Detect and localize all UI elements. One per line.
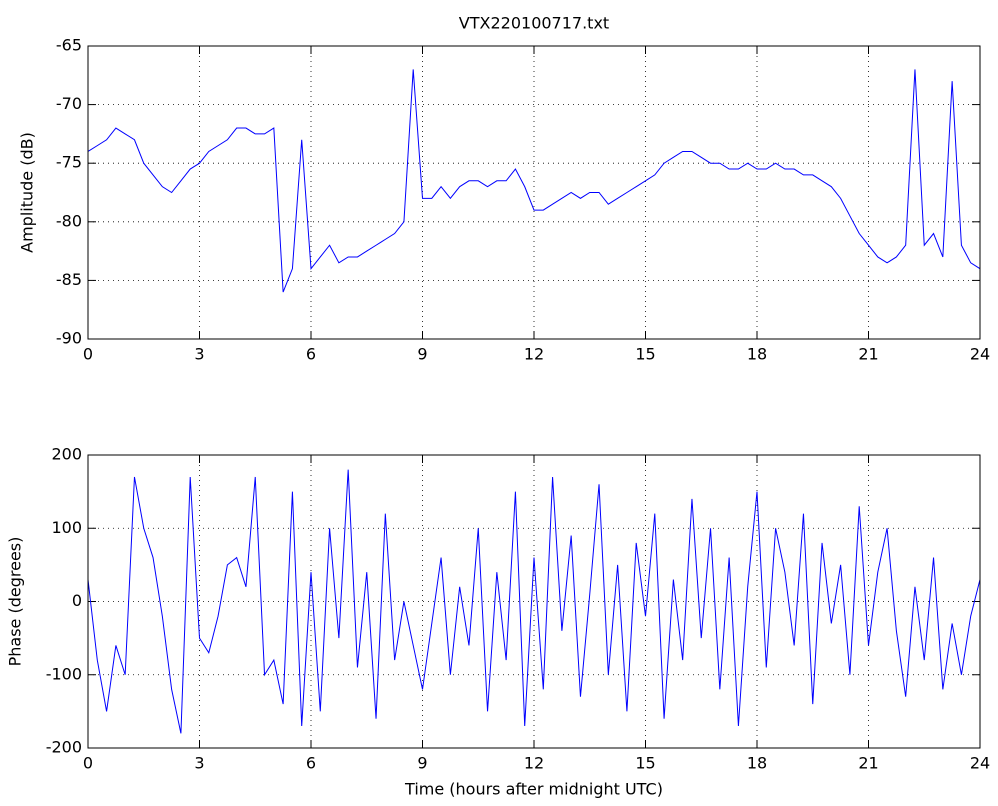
y-tick-label: -65 [56, 36, 82, 55]
y-tick-label: -200 [46, 738, 82, 757]
x-tick-label: 15 [635, 345, 655, 364]
x-axis-label: Time (hours after midnight UTC) [404, 780, 663, 799]
x-tick-label: 3 [194, 754, 204, 773]
y-tick-label: -80 [56, 211, 82, 230]
x-tick-label: 9 [417, 754, 427, 773]
y-tick-label: -75 [56, 153, 82, 172]
y-tick-label: -85 [56, 270, 82, 289]
plot-area [88, 46, 980, 339]
x-tick-label: 18 [747, 754, 767, 773]
x-tick-label: 12 [524, 754, 544, 773]
x-tick-label: 21 [858, 754, 878, 773]
x-tick-label: 0 [83, 754, 93, 773]
y-tick-label: 0 [72, 591, 82, 610]
x-tick-label: 24 [970, 754, 990, 773]
x-tick-label: 9 [417, 345, 427, 364]
y-tick-label: -70 [56, 94, 82, 113]
y-tick-label: -100 [46, 664, 82, 683]
axes-frame [87, 454, 981, 749]
x-tick-label: 3 [194, 345, 204, 364]
x-tick-label: 6 [306, 345, 316, 364]
data-line [87, 469, 981, 734]
x-tick-label: 21 [858, 345, 878, 364]
x-tick-label: 6 [306, 754, 316, 773]
y-axis-label: Phase (degrees) [6, 537, 25, 667]
data-line [87, 69, 981, 293]
y-axis-label: Amplitude (dB) [18, 132, 37, 253]
x-tick-label: 18 [747, 345, 767, 364]
x-tick-label: 0 [83, 345, 93, 364]
chart-title: VTX220100717.txt [459, 14, 609, 33]
y-tick-label: 100 [51, 518, 82, 537]
y-tick-label: 200 [51, 445, 82, 464]
x-tick-label: 15 [635, 754, 655, 773]
axes-frame [87, 45, 981, 340]
y-tick-label: -90 [56, 329, 82, 348]
x-tick-label: 24 [970, 345, 990, 364]
x-tick-label: 12 [524, 345, 544, 364]
